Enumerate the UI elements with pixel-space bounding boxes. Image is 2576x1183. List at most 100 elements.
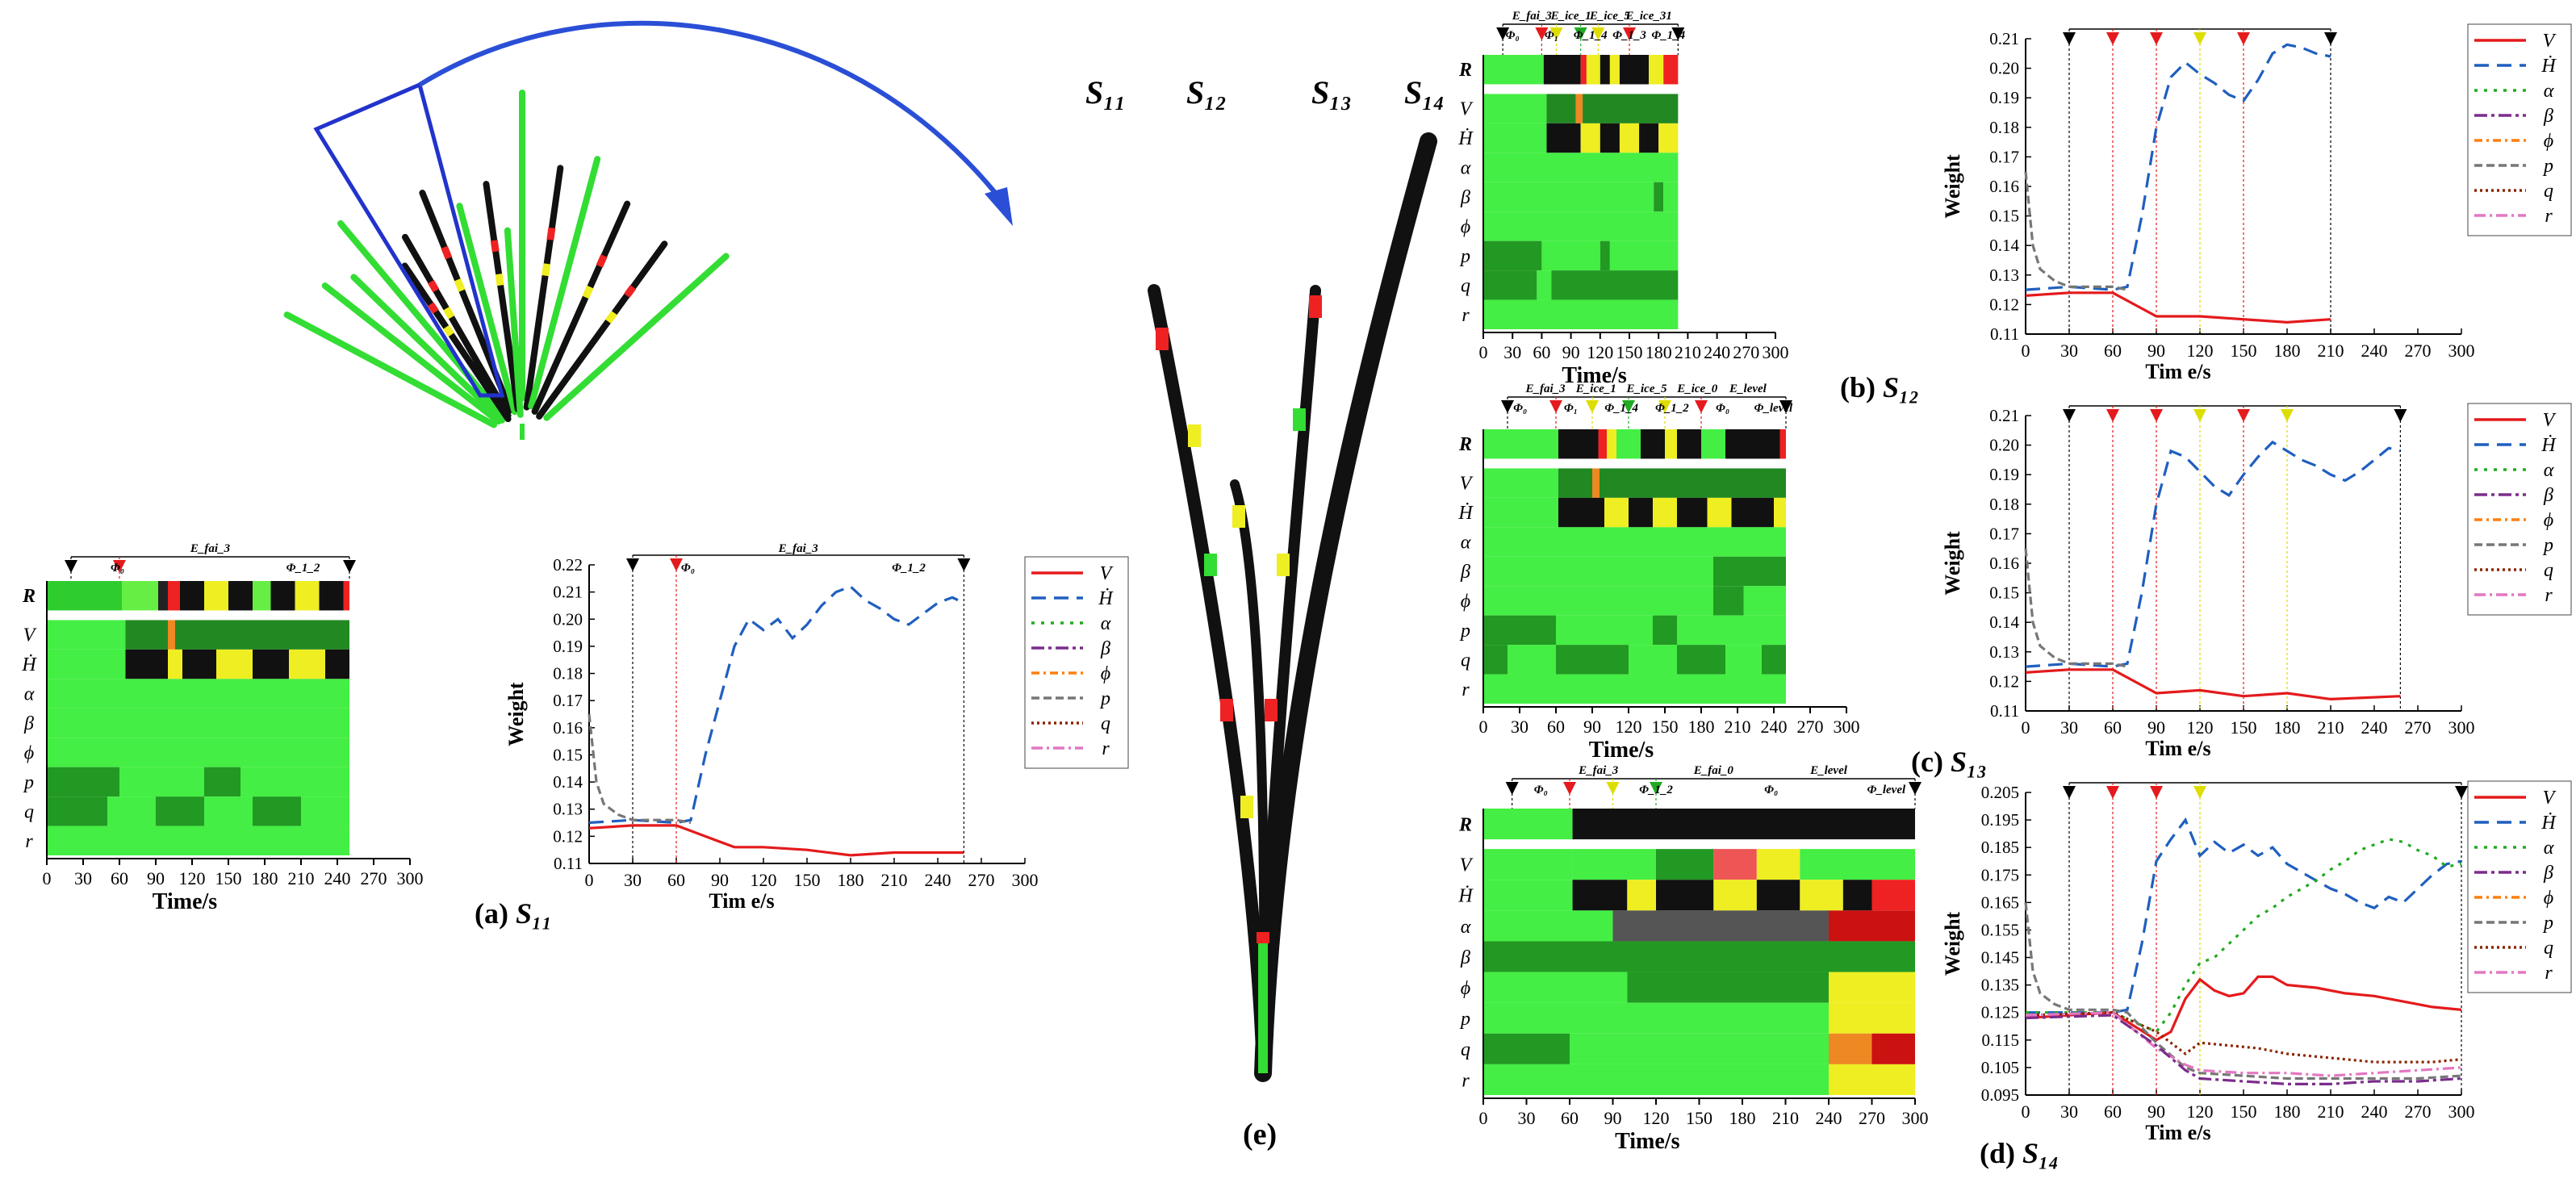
row-label: R <box>1458 434 1472 455</box>
x-tick-label: 0 <box>585 870 594 890</box>
heat-cell <box>47 767 119 797</box>
heat-cell <box>1546 94 1576 123</box>
event-marker <box>2106 786 2119 799</box>
x-tick-label: 90 <box>2147 341 2165 361</box>
heat-cell <box>125 620 168 650</box>
event-marker <box>1623 27 1636 40</box>
legend-label: β <box>1100 638 1110 659</box>
x-tick-label: 210 <box>2318 341 2344 361</box>
linechart-d_line: 0 30 60 90 120 150 180 210 240 270 300 0.095 0.105 0.… <box>1941 780 2572 1144</box>
heat-cell <box>1483 674 1786 704</box>
x-tick-label: 30 <box>2060 1101 2078 1122</box>
row-label: r <box>1462 679 1470 700</box>
x-tick-label: 210 <box>1772 1108 1799 1128</box>
x-tick-label: 0 <box>2022 1101 2030 1122</box>
heat-cell <box>204 767 240 797</box>
y-tick-label: 0.16 <box>1989 177 2019 196</box>
heat-cell <box>1570 1033 1829 1064</box>
heat-cell <box>325 649 349 679</box>
x-tick-label: 90 <box>2147 1101 2165 1122</box>
row-label: α <box>24 684 35 705</box>
y-tick-label: 0.12 <box>1989 671 2019 691</box>
legend-box <box>2467 403 2572 616</box>
tree-branch <box>456 203 518 416</box>
heat-cell <box>1829 910 1915 942</box>
legend-label: r <box>1102 738 1110 759</box>
x-tick-label: 30 <box>1511 717 1528 737</box>
phase-label: Φ₀ <box>1506 29 1520 42</box>
heat-cell <box>1546 123 1581 153</box>
legend-label: q <box>2544 181 2553 202</box>
x-axis-title: Tim e/s <box>709 889 774 913</box>
heat-cell <box>1483 94 1547 123</box>
heat-cell <box>47 738 349 767</box>
heat-cell <box>1619 55 1650 85</box>
zoom-arrowhead <box>985 187 1013 226</box>
row-label: V <box>23 625 37 646</box>
y-tick-label: 0.155 <box>1981 920 2019 939</box>
legend-label: q <box>2544 938 2553 959</box>
row-label: Ḣ <box>1457 128 1474 149</box>
heat-cell <box>47 620 126 650</box>
heat-cell <box>1483 182 1654 212</box>
heat-cell <box>1541 240 1600 271</box>
row-label: p <box>1459 246 1470 267</box>
heat-cell <box>1658 123 1679 153</box>
heat-cell <box>240 767 349 797</box>
x-tick-label: 90 <box>147 868 165 888</box>
x-tick-label: 60 <box>111 868 128 888</box>
heat-cell <box>1800 880 1843 911</box>
y-tick-label: 0.105 <box>1981 1058 2019 1077</box>
event-marker <box>1496 27 1510 40</box>
row-label: R <box>1458 60 1472 81</box>
phase-label: E_ice_31 <box>1625 10 1672 23</box>
y-tick-label: 0.115 <box>1982 1030 2019 1050</box>
tree-branch-segment <box>582 285 594 299</box>
heat-cell <box>1483 910 1613 942</box>
heat-cell <box>1629 497 1653 528</box>
x-tick-label: 180 <box>2274 717 2301 738</box>
legend-label: β <box>2543 106 2553 127</box>
heat-cell <box>1619 123 1640 153</box>
heat-cell <box>1558 497 1604 528</box>
x-axis-title: Time/s <box>1589 738 1654 763</box>
row-label: ϕ <box>1461 978 1470 999</box>
event-marker <box>2193 409 2206 422</box>
legend-box <box>2467 780 2572 993</box>
heat-cell <box>228 581 253 611</box>
heat-cell <box>1558 429 1599 459</box>
phase-label: E_ice_1 <box>1550 10 1591 23</box>
x-tick-label: 90 <box>1562 342 1580 362</box>
legend-label: p <box>2542 156 2553 177</box>
row-label: ϕ <box>24 742 34 763</box>
tree-branch <box>523 165 564 411</box>
series-line-α <box>2026 838 2462 1034</box>
heat-cell <box>180 581 204 611</box>
heat-cell <box>1483 809 1573 840</box>
tree-branch-segment <box>604 311 617 324</box>
series-line-Ḣ <box>2025 43 2331 291</box>
zoom-branch <box>1254 132 1437 1082</box>
tree-branch <box>536 240 668 420</box>
x-tick-label: 180 <box>1729 1108 1756 1128</box>
phase-label: Φ₀ <box>111 562 124 575</box>
x-tick-label: 120 <box>2187 1101 2214 1122</box>
x-tick-label: 60 <box>667 870 685 890</box>
heat-cell <box>1483 941 1915 972</box>
phase-label: E_fai_3 <box>1524 382 1566 395</box>
phase-label: Φ₀ <box>1534 784 1548 796</box>
x-tick-label: 240 <box>1704 342 1730 362</box>
heat-cell <box>1586 55 1600 85</box>
tree-branch <box>528 156 601 410</box>
heat-cell <box>1871 880 1915 911</box>
row-label: β <box>1460 187 1470 208</box>
legend-label: Ḣ <box>2540 435 2557 456</box>
x-tick-label: 120 <box>2187 341 2214 361</box>
row-label: r <box>1462 305 1470 326</box>
row-label: α <box>1461 533 1471 554</box>
y-tick-label: 0.16 <box>1989 554 2019 573</box>
y-tick-label: 0.095 <box>1981 1085 2019 1105</box>
x-tick-label: 120 <box>179 868 206 888</box>
